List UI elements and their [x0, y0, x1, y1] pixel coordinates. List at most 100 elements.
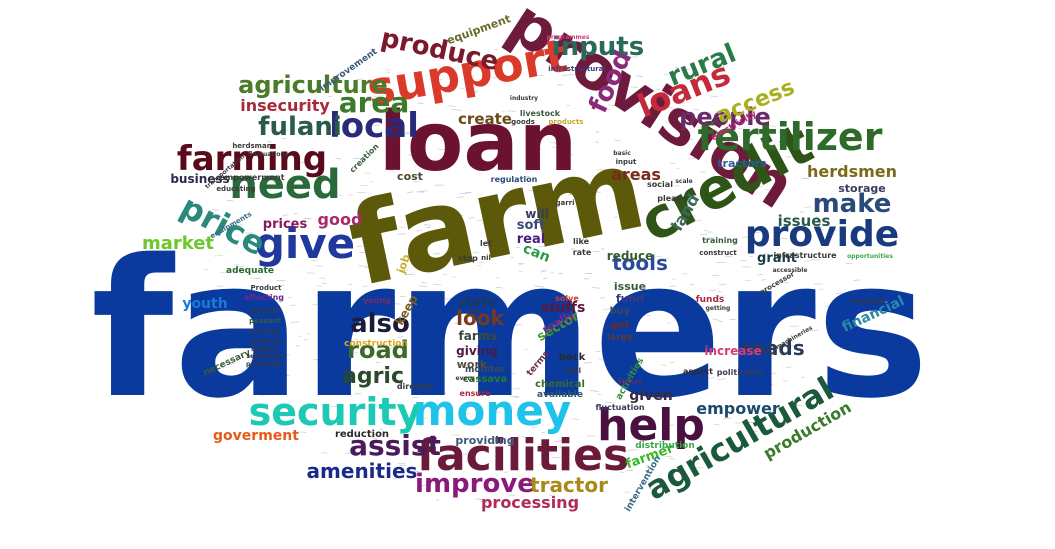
cloud-word-adequate: adequate: [226, 266, 274, 276]
cloud-word-construct: construct: [699, 249, 737, 257]
cloud-word-training: training: [702, 236, 738, 245]
cloud-word-state: state: [458, 295, 496, 310]
cloud-word-storage: storage: [838, 182, 886, 195]
cloud-word-available: available: [537, 390, 583, 400]
cloud-word-settlement: settlement: [247, 353, 284, 360]
cloud-word-local: local: [329, 106, 419, 146]
cloud-word-get: get: [611, 320, 630, 331]
cloud-word-security: security: [249, 390, 422, 434]
cloud-word-roads: roads: [741, 336, 804, 360]
cloud-word-road: road: [347, 336, 409, 364]
cloud-word-tools: tools: [612, 251, 668, 275]
cloud-word-buy: buy: [610, 306, 631, 317]
cloud-word-goverment: goverment: [213, 428, 299, 444]
cloud-word-insecurity: insecurity: [240, 96, 330, 115]
cloud-word-livestock: livestock: [520, 109, 561, 118]
cloud-word-goods: goods: [511, 118, 535, 126]
cloud-word-let: let: [480, 239, 492, 248]
cloud-word-infrastructural: infrastructural: [548, 65, 606, 73]
cloud-word-expansion: expansion: [851, 298, 886, 305]
cloud-word-funds: funds: [696, 295, 725, 305]
cloud-word-farms: farms: [459, 329, 498, 343]
cloud-word-given: given: [629, 388, 672, 404]
cloud-word-market: market: [142, 233, 214, 254]
cloud-word-like: like: [573, 237, 590, 246]
cloud-word-need: need: [229, 162, 340, 208]
cloud-word-areas: areas: [611, 165, 661, 184]
cloud-word-regulation: regulation: [491, 175, 538, 184]
cloud-word-inputs: inputs: [552, 32, 644, 62]
cloud-word-large: large: [607, 333, 633, 343]
cloud-word-stuffs: stuffs: [541, 300, 586, 316]
cloud-word-give: give: [255, 219, 355, 268]
cloud-word-farming: farming: [177, 139, 327, 179]
cloud-word-process: process: [250, 307, 281, 315]
cloud-word-granting: granting: [250, 338, 279, 345]
cloud-word-focus: focus: [618, 377, 642, 386]
cloud-word-increase: increase: [704, 344, 761, 358]
cloud-word-educating: educating: [216, 185, 255, 193]
cloud-word-construction: construction: [344, 339, 408, 349]
cloud-word-industry: industry: [510, 95, 538, 102]
cloud-word-solve: solve: [555, 294, 579, 303]
cloud-word-issue: issue: [614, 280, 646, 293]
cloud-word-work: work: [457, 358, 488, 371]
cloud-word-help: help: [597, 400, 705, 451]
cloud-word-empower: empower: [696, 399, 780, 418]
cloud-word-agriculture: agriculture: [238, 71, 388, 99]
cloud-word-cassava: cassava: [463, 374, 508, 385]
cloud-word-fund: fund: [616, 292, 644, 305]
cloud-word-provide: provide: [745, 214, 899, 255]
cloud-word-look: look: [456, 306, 504, 330]
background-texture: [203, 48, 861, 505]
cloud-word-politicians: politicians: [717, 368, 764, 377]
cloud-word-creation: creation: [348, 142, 381, 175]
cloud-word-stop: stop: [458, 254, 478, 263]
cloud-word-will: will: [525, 207, 548, 221]
cloud-word-loan: loan: [379, 95, 577, 190]
cloud-word-basic: basic: [613, 150, 631, 157]
cloud-word-garri: garri: [555, 199, 574, 207]
cloud-word-issues: issues: [778, 212, 831, 230]
cloud-word-reduce: reduce: [607, 249, 653, 263]
cloud-word-youth: youth: [182, 296, 227, 312]
cloud-word-fulani: fulani: [258, 112, 342, 142]
cloud-word-please: please: [657, 194, 687, 203]
cloud-word-reduction: reduction: [335, 429, 389, 440]
cloud-word-getting: getting: [706, 305, 731, 312]
cloud-word-directly: directly: [397, 382, 432, 391]
cloud-word-herdsman: herdsman: [232, 142, 271, 150]
cloud-word-agric: agric: [342, 364, 404, 389]
cloud-word-business: business: [170, 172, 229, 186]
cloud-word-cost: cost: [397, 170, 423, 183]
cloud-word-young: young: [363, 296, 391, 305]
cloud-word-money: money: [413, 386, 571, 435]
cloud-word-peasant: peasant: [249, 317, 281, 325]
cloud-word-amenities: amenities: [307, 459, 418, 483]
cloud-word-opportunities: opportunities: [847, 253, 893, 260]
cloud-word-providing: providing: [455, 434, 514, 447]
cloud-word-area: area: [339, 86, 410, 119]
cloud-word-well: well: [565, 367, 581, 375]
cloud-word-every: every: [456, 375, 475, 382]
cloud-word-rate: rate: [573, 248, 592, 257]
cloud-word-fluctuations: fluctuations: [248, 151, 289, 158]
cloud-word-farmers: farmers: [91, 219, 929, 440]
cloud-word-facilities: facilities: [417, 430, 629, 481]
cloud-word-create: create: [458, 110, 512, 128]
cloud-word-affecting: affecting: [244, 293, 284, 302]
cloud-word-producing: producing: [246, 361, 280, 368]
cloud-word-soft: soft: [517, 218, 546, 233]
cloud-word-fertilizer: fertilizer: [698, 115, 883, 159]
cloud-word-grant: grant: [757, 251, 797, 266]
cloud-word-products: products: [549, 118, 584, 126]
cloud-word-europe: Europe: [251, 346, 275, 353]
cloud-word-also: also: [350, 309, 410, 339]
cloud-word-nil: nil: [481, 254, 491, 262]
cloud-word-product: Product: [251, 284, 283, 292]
cloud-word-processing: processing: [481, 493, 579, 512]
cloud-word-prices: prices: [263, 217, 308, 232]
cloud-word-monitor: monitor: [465, 365, 506, 375]
cloud-word-input: input: [616, 158, 637, 166]
